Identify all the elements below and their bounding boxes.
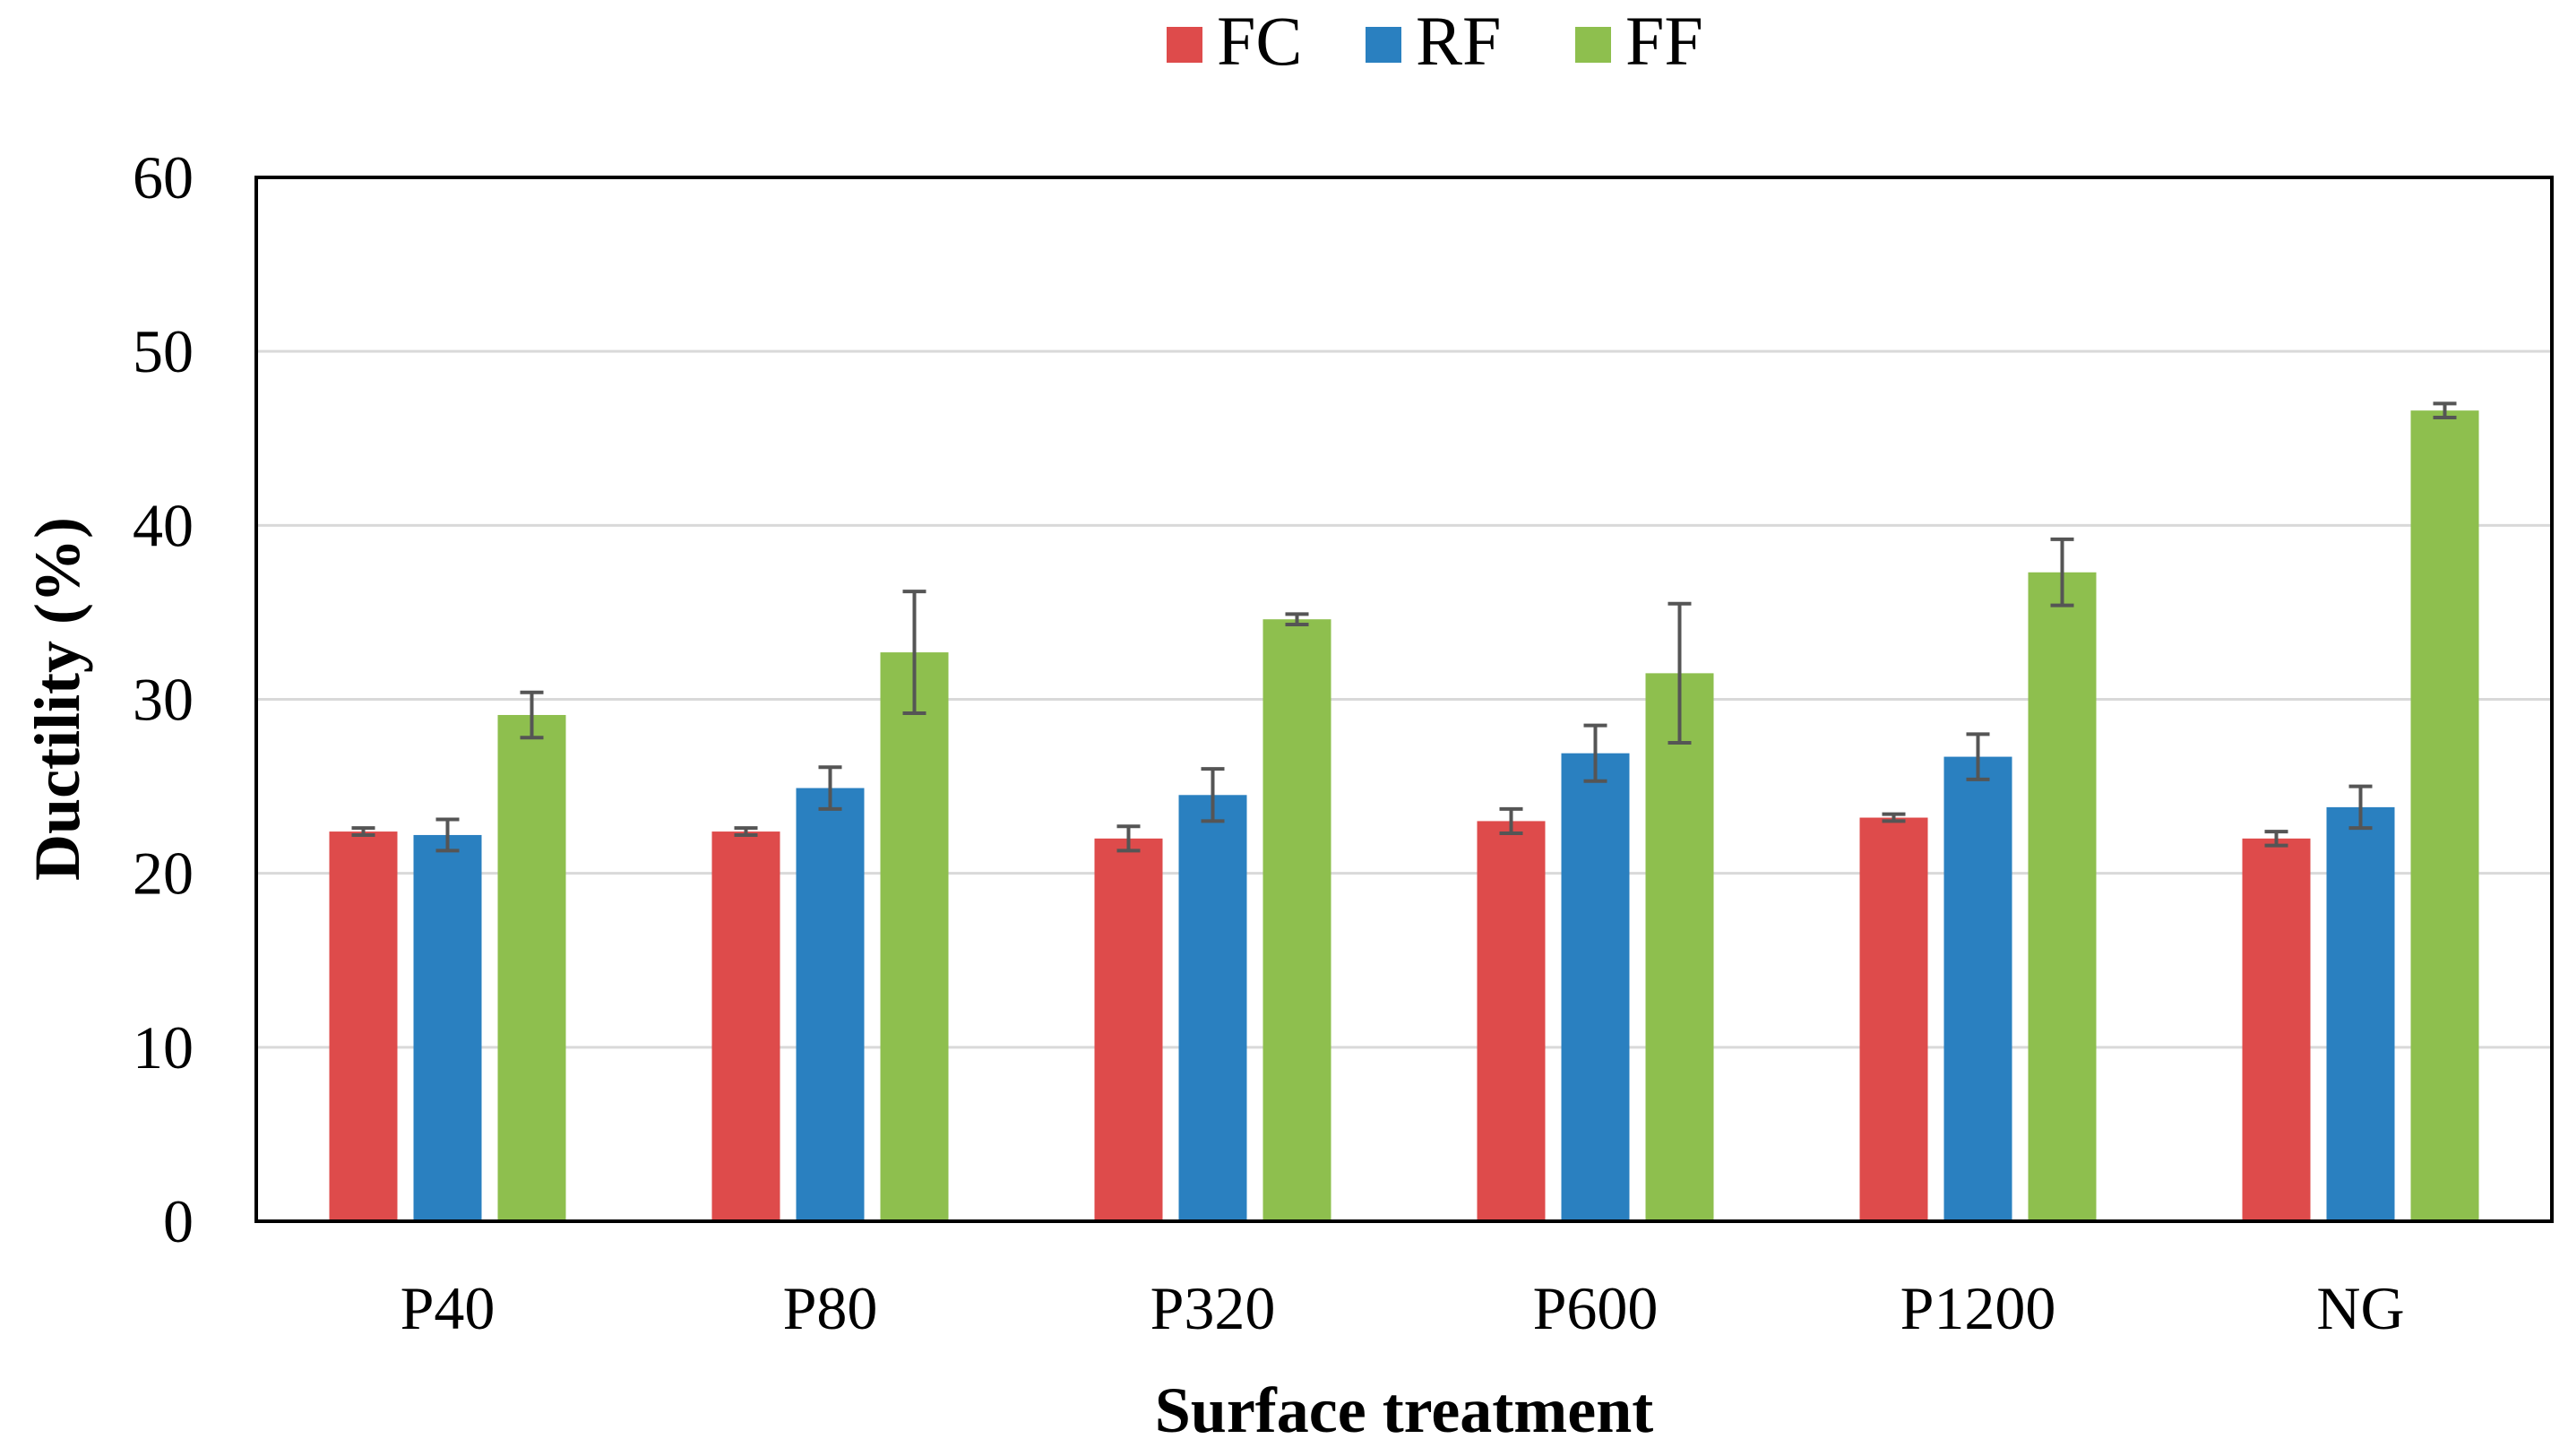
- bar-fc-p80: [711, 831, 780, 1221]
- x-tick-labels: P40 P80 P320 P600 P1200 NG: [401, 1274, 2405, 1342]
- x-axis-title: Surface treatment: [1155, 1374, 1653, 1446]
- bar-ff-p320: [1262, 619, 1331, 1221]
- bar-rf-p1200: [1943, 756, 2012, 1221]
- legend-label-rf: RF: [1416, 2, 1501, 80]
- y-tick-label: 10: [133, 1013, 194, 1081]
- bar-ff-p1200: [2028, 572, 2097, 1221]
- bar-rf-p40: [413, 834, 482, 1221]
- bar-fc-p40: [329, 831, 398, 1221]
- bar-fc-p1200: [1859, 817, 1928, 1221]
- y-axis-title: Ductility (%): [22, 517, 93, 881]
- y-tick-label: 50: [133, 317, 194, 385]
- bar-rf-p320: [1178, 795, 1247, 1221]
- x-tick-label: P320: [1150, 1274, 1276, 1342]
- gridlines: [256, 349, 2552, 1049]
- bars: [329, 410, 2479, 1221]
- x-tick-label: NG: [2316, 1274, 2404, 1342]
- x-tick-label: P80: [783, 1274, 878, 1342]
- x-tick-label: P1200: [1900, 1274, 2056, 1342]
- error-bars: [351, 401, 2457, 853]
- bar-rf-p80: [796, 788, 865, 1221]
- bar-ff-p40: [497, 714, 566, 1221]
- bar-fc-p320: [1094, 838, 1163, 1221]
- bar-ff-ng: [2410, 410, 2479, 1221]
- y-tick-label: 20: [133, 840, 194, 908]
- bar-rf-p600: [1561, 753, 1630, 1221]
- y-tick-label: 60: [133, 143, 194, 211]
- y-tick-labels: 0 10 20 30 40 50 60: [133, 143, 194, 1255]
- legend-label-fc: FC: [1217, 2, 1302, 80]
- legend-label-ff: FF: [1625, 2, 1703, 80]
- bar-rf-ng: [2326, 806, 2395, 1221]
- legend: FC RF FF: [1167, 2, 1703, 80]
- plot-frame: [254, 176, 2554, 1223]
- y-tick-label: 40: [133, 491, 194, 559]
- y-tick-label: 30: [133, 666, 194, 734]
- legend-swatch-fc: [1167, 27, 1202, 63]
- x-tick-label: P600: [1533, 1274, 1659, 1342]
- legend-swatch-ff: [1575, 27, 1611, 63]
- bar-fc-ng: [2242, 838, 2311, 1221]
- y-tick-label: 0: [163, 1187, 194, 1255]
- bar-fc-p600: [1477, 821, 1546, 1221]
- bar-ff-p80: [880, 652, 949, 1221]
- x-tick-label: P40: [401, 1274, 496, 1342]
- bar-ff-p600: [1645, 673, 1714, 1221]
- legend-swatch-rf: [1366, 27, 1401, 63]
